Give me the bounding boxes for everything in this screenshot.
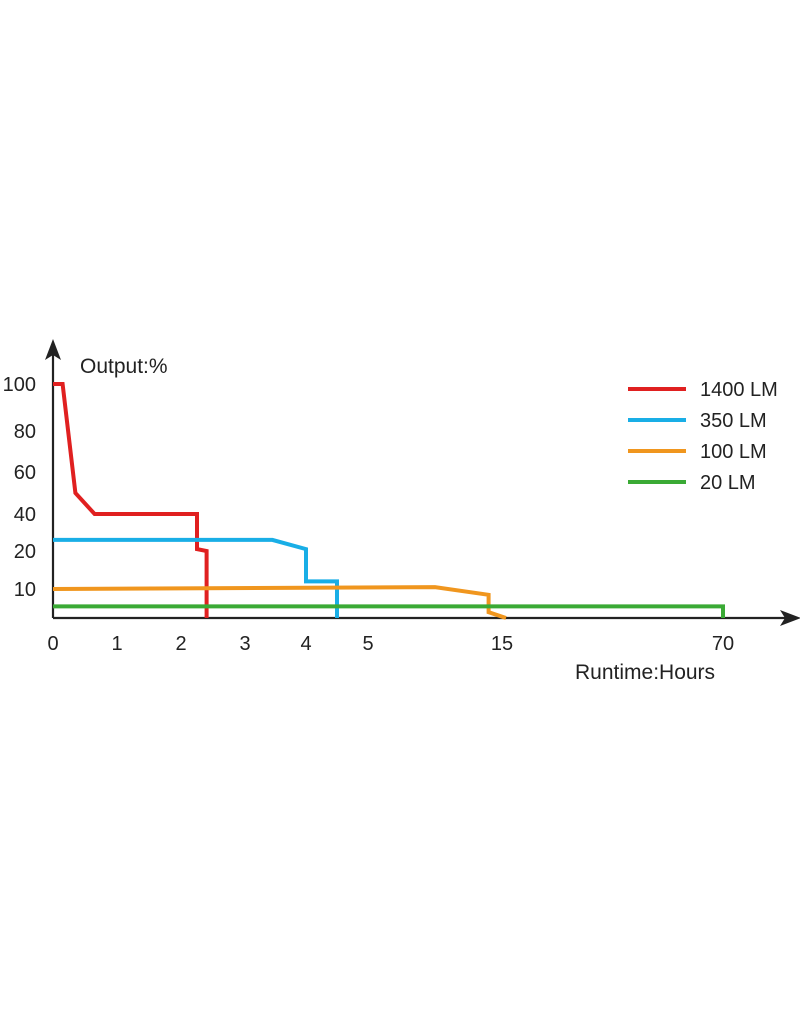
axes: Output:% Runtime:Hours [45, 339, 800, 684]
y-axis-arrow [45, 339, 61, 360]
x-tick-label: 4 [300, 633, 311, 655]
series-line-20-lm [53, 604, 725, 618]
legend: 1400 LM 350 LM 100 LM 20 LM [628, 379, 778, 494]
series-group [52, 382, 725, 620]
x-axis-title: Runtime:Hours [575, 661, 715, 684]
legend-label: 350 LM [700, 410, 767, 432]
y-axis-title: Output:% [80, 355, 168, 378]
y-tick-label: 80 [14, 421, 36, 443]
series-line-1400-lm [53, 382, 209, 618]
x-tick-label: 0 [47, 633, 58, 655]
x-tick-group: 0 1 2 3 4 5 15 70 [47, 633, 734, 655]
y-tick-label: 100 [3, 374, 36, 396]
legend-label: 20 LM [700, 472, 756, 494]
x-tick-label: 2 [175, 633, 186, 655]
x-tick-label: 1 [111, 633, 122, 655]
x-tick-label: 5 [362, 633, 373, 655]
x-tick-label: 70 [712, 633, 734, 655]
y-tick-label: 20 [14, 541, 36, 563]
legend-label: 1400 LM [700, 379, 778, 401]
x-axis-arrow [780, 610, 800, 626]
y-tick-group: 100 80 60 40 20 10 [3, 374, 36, 601]
y-tick-label: 60 [14, 462, 36, 484]
x-tick-label: 3 [239, 633, 250, 655]
x-tick-label: 15 [491, 633, 513, 655]
series-line-100-lm [52, 585, 507, 620]
y-tick-label: 10 [14, 579, 36, 601]
legend-label: 100 LM [700, 441, 767, 463]
y-tick-label: 40 [14, 504, 36, 526]
